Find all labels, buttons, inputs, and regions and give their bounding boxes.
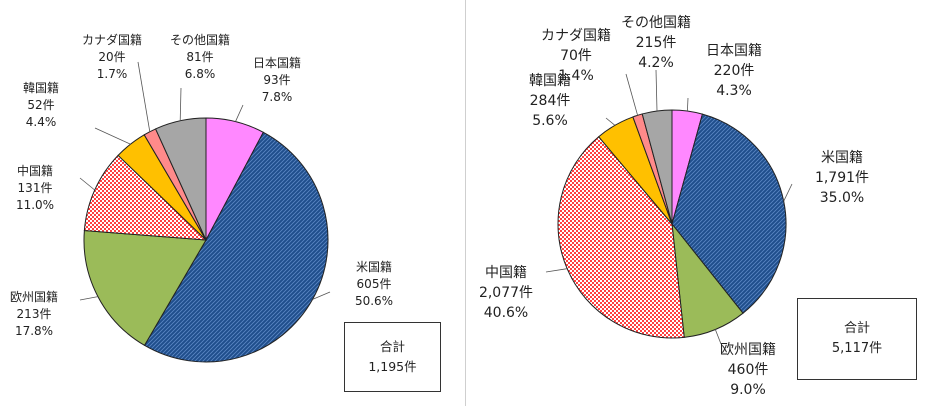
- slice-label-china: 中国籍 131件 11.0%: [16, 163, 54, 212]
- slice-pct-korea: 5.6%: [532, 113, 568, 129]
- slice-name-usa: 米国籍: [356, 259, 392, 274]
- right-pie-chart: 日本国籍 220件 4.3% 米国籍 1,791件 35.0% 欧州国籍 460件 9.0% 中国…: [479, 14, 869, 398]
- slice-pct-europe: 17.8%: [15, 324, 53, 338]
- pie-slice-china: [83, 154, 208, 241]
- slice-pct-canada: 1.4%: [558, 68, 594, 84]
- slice-count-korea: 284件: [530, 93, 571, 109]
- slice-name-other: その他国籍: [170, 32, 230, 47]
- slice-pct-other: 4.2%: [638, 55, 674, 71]
- left-total-label: 合計: [379, 339, 405, 354]
- leader-line-canada: [625, 73, 638, 116]
- leader-line-usa: [312, 291, 331, 300]
- pie-slice-china: [557, 136, 685, 339]
- slice-count-japan: 93件: [263, 73, 290, 87]
- left-total-box: 合計 1,195件: [344, 322, 441, 392]
- left-pie-chart: 日本国籍 93件 7.8% 米国籍 605件 50.6% 欧州国籍 213件 17.8% 中国籍 1…: [10, 32, 393, 363]
- right-pie-panel: 日本国籍 220件 4.3% 米国籍 1,791件 35.0% 欧州国籍 460件 9.0% 中国…: [466, 0, 928, 406]
- leader-line-japan: [235, 104, 244, 122]
- pie-slice-europe: [83, 230, 207, 347]
- slice-name-china: 中国籍: [17, 163, 53, 178]
- slice-label-china: 中国籍 2,077件 40.6%: [479, 264, 533, 321]
- slice-name-usa: 米国籍: [821, 149, 863, 166]
- slice-label-canada: カナダ国籍 70件 1.4%: [541, 27, 611, 84]
- slice-label-canada: カナダ国籍 20件 1.7%: [82, 32, 142, 81]
- slice-count-usa: 1,791件: [815, 170, 869, 186]
- slice-count-europe: 460件: [728, 362, 769, 378]
- slice-name-europe: 欧州国籍: [720, 341, 776, 358]
- slice-label-korea: 韓国籍 284件 5.6%: [529, 72, 571, 129]
- leader-line-usa: [783, 183, 793, 202]
- left-pie-panel: 日本国籍 93件 7.8% 米国籍 605件 50.6% 欧州国籍 213件 17.8% 中国籍 1…: [9, 0, 466, 406]
- slice-name-europe: 欧州国籍: [10, 289, 58, 304]
- right-total-label: 合計: [843, 321, 870, 336]
- slice-count-china: 131件: [18, 181, 53, 195]
- slice-count-canada: 70件: [560, 48, 592, 64]
- leader-line-china: [79, 177, 95, 191]
- slice-name-korea: 韓国籍: [23, 80, 59, 95]
- slice-count-china: 2,077件: [479, 285, 533, 301]
- slice-pct-china: 40.6%: [484, 305, 528, 321]
- leader-line-europe: [79, 296, 98, 301]
- slice-pct-usa: 35.0%: [820, 190, 864, 206]
- leader-line-korea: [94, 127, 131, 145]
- slice-label-usa: 米国籍 605件 50.6%: [355, 259, 393, 308]
- slice-pct-other: 6.8%: [185, 67, 216, 81]
- slice-name-other: その他国籍: [621, 14, 691, 31]
- slice-count-usa: 605件: [357, 277, 392, 291]
- right-total-value: 5,117件: [831, 341, 883, 356]
- left-total-value: 1,195件: [368, 359, 417, 374]
- slice-name-korea: 韓国籍: [529, 72, 571, 89]
- slice-count-canada: 20件: [98, 50, 125, 64]
- slice-label-korea: 韓国籍 52件 4.4%: [23, 80, 59, 129]
- slice-pct-china: 11.0%: [16, 198, 54, 212]
- slice-name-japan: 日本国籍: [706, 42, 762, 59]
- slice-pct-japan: 4.3%: [716, 83, 752, 99]
- leader-line-canada: [137, 61, 151, 132]
- slice-pct-korea: 4.4%: [26, 115, 57, 129]
- pie-slice-usa: [671, 113, 787, 314]
- slice-label-japan: 日本国籍 93件 7.8%: [253, 55, 301, 104]
- slice-label-usa: 米国籍 1,791件 35.0%: [815, 149, 869, 206]
- slice-count-other: 81件: [186, 50, 213, 64]
- slice-label-europe: 欧州国籍 460件 9.0%: [720, 341, 776, 398]
- leader-line-other: [179, 87, 182, 121]
- slice-pct-canada: 1.7%: [97, 67, 128, 81]
- slice-name-japan: 日本国籍: [253, 55, 301, 70]
- slice-label-europe: 欧州国籍 213件 17.8%: [10, 289, 58, 338]
- pie-slice-usa: [143, 131, 329, 363]
- slice-label-other: その他国籍 215件 4.2%: [621, 14, 691, 71]
- slice-name-china: 中国籍: [485, 264, 527, 281]
- leader-line-europe: [714, 329, 722, 345]
- slice-count-europe: 213件: [17, 307, 52, 321]
- slice-name-canada: カナダ国籍: [541, 27, 611, 44]
- slice-pct-japan: 7.8%: [262, 90, 293, 104]
- slice-count-other: 215件: [636, 35, 677, 51]
- slice-pct-europe: 9.0%: [730, 382, 766, 398]
- slice-count-japan: 220件: [714, 63, 755, 79]
- right-total-box: 合計 5,117件: [797, 298, 917, 380]
- slice-label-japan: 日本国籍 220件 4.3%: [706, 42, 762, 99]
- leader-line-korea: [605, 117, 616, 126]
- slice-name-canada: カナダ国籍: [82, 32, 142, 47]
- slice-label-other: その他国籍 81件 6.8%: [170, 32, 230, 81]
- slice-count-korea: 52件: [27, 98, 54, 112]
- leader-line-japan: [687, 97, 689, 112]
- slice-pct-usa: 50.6%: [355, 294, 393, 308]
- leader-line-china: [545, 268, 568, 273]
- leader-line-other: [655, 69, 658, 112]
